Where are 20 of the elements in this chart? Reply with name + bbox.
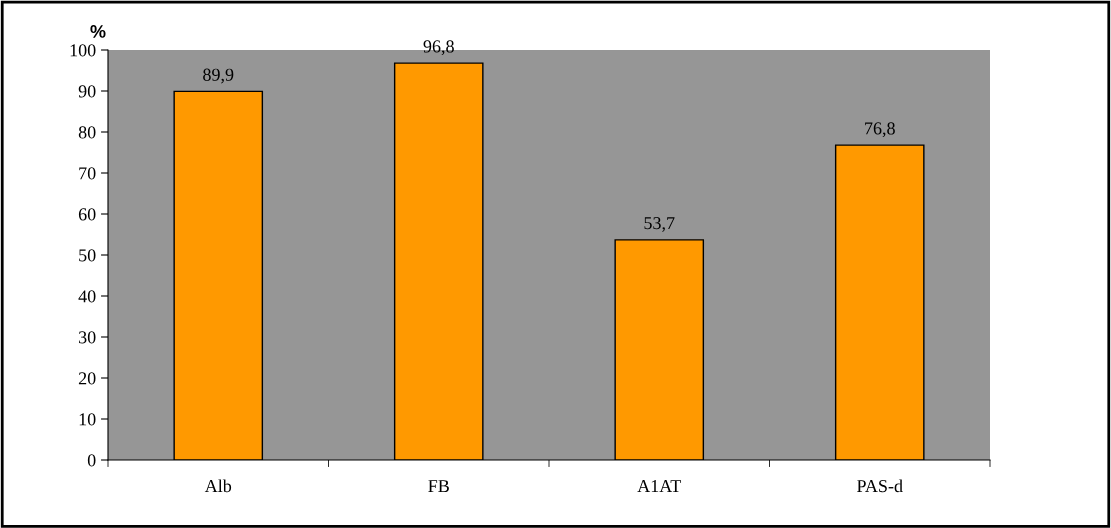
y-tick-label: 50 <box>79 249 96 262</box>
x-tick-label: A1AT <box>637 480 682 492</box>
x-tick-label: FB <box>428 480 449 493</box>
y-tick-label: 20 <box>78 372 96 385</box>
y-tick-label: 100 <box>70 44 96 57</box>
y-tick-label: 80 <box>78 126 96 139</box>
data-label: 96,8 <box>423 40 454 56</box>
y-tick-label: 70 <box>79 167 96 180</box>
y-tick-label: 30 <box>79 331 96 344</box>
data-label: 76,8 <box>865 122 895 138</box>
y-tick-label: 10 <box>79 413 96 426</box>
data-label: 89,9 <box>203 68 234 84</box>
x-tick-label: Alb <box>204 479 232 493</box>
x-tick-label: PAS-d <box>857 479 903 493</box>
y-tick-label: 0 <box>87 454 96 467</box>
y-tick-label: 90 <box>78 85 96 98</box>
data-label: 53,7 <box>644 217 675 232</box>
y-axis-title: % <box>90 25 106 38</box>
y-tick-label: 40 <box>78 290 96 303</box>
y-tick-label: 60 <box>78 208 96 221</box>
